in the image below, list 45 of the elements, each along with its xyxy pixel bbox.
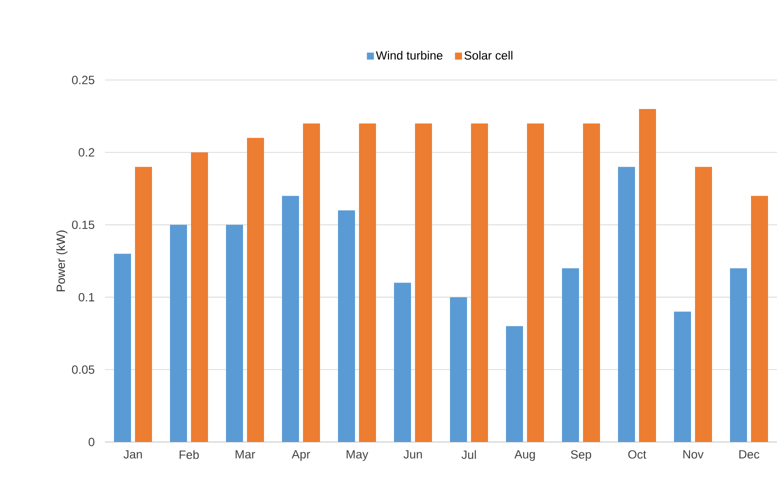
x-tick-label: Dec [739, 450, 760, 459]
bar [450, 297, 468, 442]
bar [282, 196, 300, 442]
bar [114, 254, 131, 442]
x-tick-label: Jan [124, 450, 142, 459]
bar [639, 108, 656, 442]
bar [751, 196, 768, 442]
bar [695, 166, 712, 442]
y-tick-label: 0.1 [78, 292, 94, 302]
bar [506, 326, 524, 442]
legend-label: Wind turbine [376, 50, 442, 60]
bar [247, 138, 264, 442]
y-tick-label: 0 [88, 438, 94, 446]
y-tick-label: 0.05 [72, 365, 94, 374]
y-tick-label: 0.15 [72, 220, 94, 230]
legend-label: Solar cell [464, 50, 512, 60]
x-tick-label: Apr [292, 450, 310, 461]
y-axis-title: Power (kW) [56, 230, 68, 292]
bar [170, 224, 187, 442]
x-tick-label: Aug [514, 450, 535, 461]
x-tick-label: Jun [404, 450, 422, 459]
bar [471, 123, 488, 442]
bar [359, 123, 376, 442]
bar [191, 152, 208, 442]
x-tick-label: Nov [683, 450, 704, 459]
x-tick-label: Feb [180, 450, 199, 459]
x-tick-label: Oct [628, 450, 646, 459]
bar [730, 268, 748, 442]
x-tick-label: May [346, 450, 368, 461]
bar [562, 268, 580, 442]
bar [303, 123, 320, 442]
bar [674, 312, 692, 442]
x-tick-label: Jul [462, 450, 476, 459]
bar [415, 123, 432, 442]
bar [226, 224, 244, 442]
bar [583, 123, 600, 442]
bar [618, 166, 636, 442]
bar [394, 282, 412, 442]
x-tick-label: Mar [236, 450, 256, 459]
x-tick-label: Sep [570, 450, 592, 462]
bar [527, 123, 544, 442]
y-tick-label: 0.25 [72, 76, 94, 84]
bar [338, 210, 356, 442]
bar [135, 166, 152, 442]
y-tick-label: 0.2 [78, 148, 94, 157]
